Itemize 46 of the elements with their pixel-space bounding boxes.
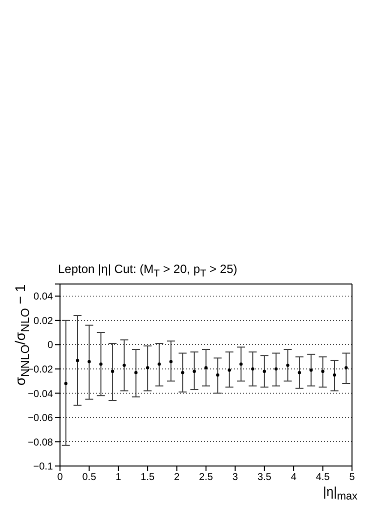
x-tick-label: 1.5 (140, 472, 155, 484)
point (286, 364, 290, 367)
x-tick-label: 4.5 (316, 472, 330, 484)
point (310, 368, 313, 372)
point (274, 367, 278, 371)
y-tick-label: −0.08 (28, 437, 54, 448)
point (228, 368, 231, 372)
y-tick-label: 0 (47, 340, 54, 352)
point (64, 382, 68, 386)
point (332, 373, 336, 377)
point (204, 366, 208, 370)
point (122, 364, 126, 367)
x-tick-label: 5 (349, 472, 356, 484)
x-tick-label: 3.5 (257, 472, 272, 484)
x-axis-title: |η|$_{max}$ (323, 484, 358, 503)
point (158, 362, 161, 366)
point (76, 358, 80, 362)
x-tick-label: 0.5 (82, 472, 97, 484)
y-tick-label: −0.1 (33, 462, 54, 473)
y-tick-label: −0.06 (28, 413, 54, 424)
point (192, 370, 196, 373)
point (298, 370, 302, 374)
y-tick-label: −0.02 (28, 364, 54, 376)
point (239, 362, 243, 366)
x-tick-label: 4 (290, 472, 297, 484)
x-tick-label: 1 (116, 472, 122, 484)
point (88, 360, 91, 364)
y-tick-label: 0.04 (34, 292, 54, 303)
point (262, 370, 266, 373)
point (169, 360, 173, 364)
point (321, 370, 324, 373)
point (110, 370, 114, 373)
point (134, 370, 138, 374)
chart-title: Lepton |η| Cut: (M$_{T}$ > 20, p$_{T}$ > 25) (58, 262, 238, 280)
x-tick-label: 3 (232, 472, 238, 484)
point (216, 373, 220, 377)
x-tick-label: 2 (174, 472, 180, 484)
y-tick-label: −0.04 (28, 388, 54, 400)
point (99, 362, 102, 366)
x-tick-label: 0 (57, 472, 64, 484)
x-tick-label: 2.5 (199, 472, 214, 484)
point (251, 367, 254, 371)
y-tick-label: 0.02 (34, 316, 54, 327)
point (344, 366, 348, 370)
point (181, 370, 184, 374)
point (146, 366, 150, 370)
